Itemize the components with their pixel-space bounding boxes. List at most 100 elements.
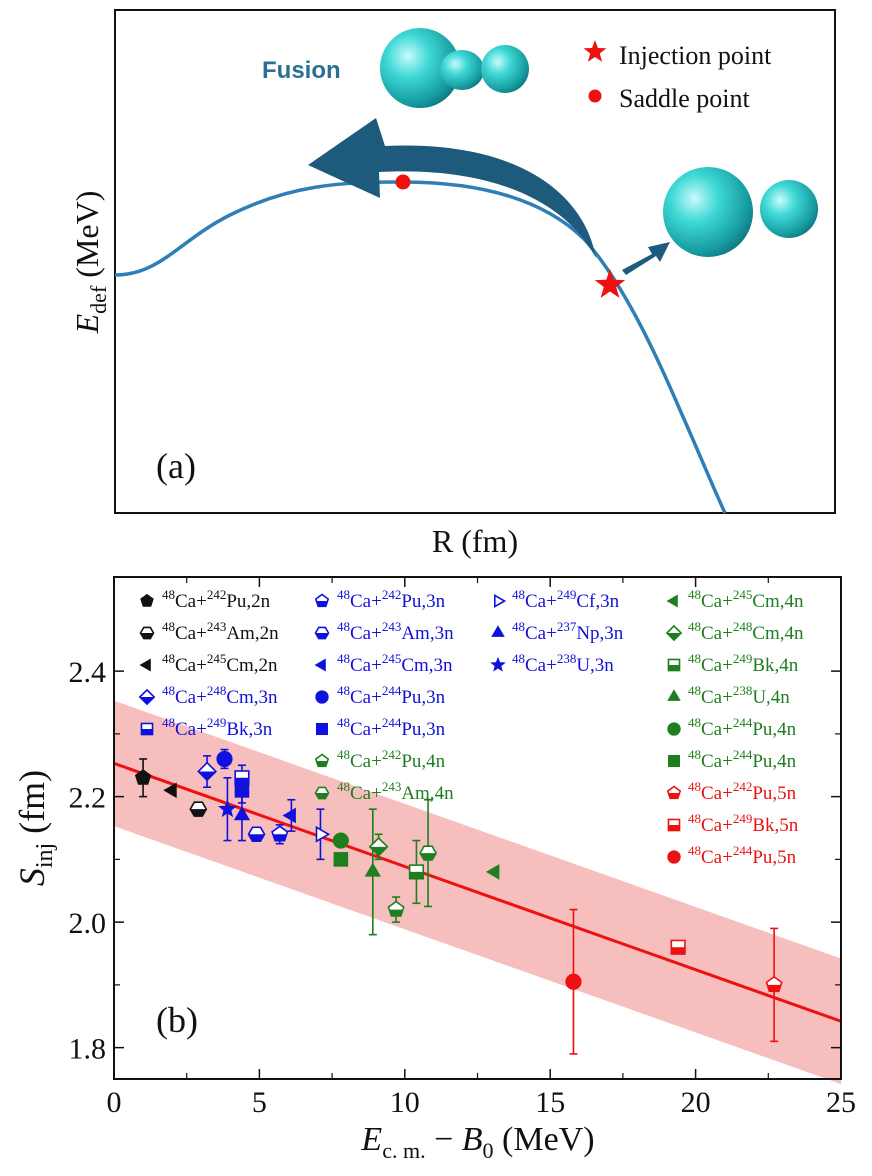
data-point <box>282 807 296 824</box>
data-point <box>271 825 289 842</box>
legend-entry-label: 48Ca+238U,3n <box>512 651 614 676</box>
legend-entry-label: 48Ca+242Pu,5n <box>688 779 797 804</box>
legend-entry-label: 48Ca+249Bk,3n <box>162 715 273 740</box>
y-tick-label: 2.0 <box>69 907 107 940</box>
legend-entry-label: 48Ca+248Cm,3n <box>162 683 278 708</box>
legend-marker-icon <box>490 656 506 672</box>
quasifission-arrow-icon <box>622 242 670 275</box>
y-tick-label: 1.8 <box>69 1033 107 1066</box>
energy-curve <box>114 180 727 514</box>
legend-marker-icon <box>138 688 156 706</box>
legend-dot-icon <box>588 89 602 103</box>
legend-marker-icon <box>314 786 330 800</box>
data-point <box>233 806 251 821</box>
legend-entry-label: 48Ca+243Am,4n <box>337 779 454 804</box>
legend-marker-icon <box>315 690 329 704</box>
data-point <box>234 783 250 798</box>
legend-marker-icon <box>666 594 678 608</box>
x-tick-label: 20 <box>681 1086 711 1119</box>
legend-entry-label: 48Ca+244Pu,3n <box>337 715 446 740</box>
panel-a-xlabel: R (fm) <box>432 523 518 559</box>
legend-entry-label: 48Ca+249Bk,5n <box>688 811 799 836</box>
legend-entry-label: 48Ca+243Am,3n <box>337 619 454 644</box>
x-tick-label: 10 <box>390 1086 420 1119</box>
mononucleus-shape <box>380 28 529 108</box>
legend-entry-label: 48Ca+244Pu,4n <box>688 747 797 772</box>
data-point <box>419 845 438 861</box>
axis-ticks: 0 5 10 15 20 25 1.8 2.0 2.2 2.4 <box>69 577 856 1119</box>
legend-entry-label: 48Ca+244Pu,5n <box>688 843 797 868</box>
data-point <box>332 832 349 849</box>
data-point <box>234 770 250 786</box>
injection-point-star-icon <box>594 269 626 298</box>
legend-marker-icon <box>314 753 330 768</box>
data-point <box>485 864 500 880</box>
data-point <box>315 825 331 843</box>
legend-entry-label: 48Ca+244Pu,4n <box>688 715 797 740</box>
x-tick-label: 5 <box>252 1086 267 1119</box>
legend-marker-icon <box>140 722 154 736</box>
legend-entry-label: 48Ca+245Cm,3n <box>337 651 453 676</box>
panel-b: 0 5 10 15 20 251.82.02.22.4 48Ca+242Pu,2n48Ca… <box>12 576 856 1163</box>
legend-entry-label: 48Ca+237Np,3n <box>512 619 624 644</box>
legend-marker-icon <box>667 658 681 672</box>
legend-injection-label: Injection point <box>619 41 772 70</box>
fusion-arrow-icon <box>308 118 596 258</box>
legend-marker-icon <box>491 625 505 637</box>
data-point <box>333 852 349 867</box>
x-tick-label: 25 <box>826 1086 856 1119</box>
legend-entry-label: 48Ca+249Bk,4n <box>688 651 799 676</box>
panel-b-frame <box>113 576 842 1080</box>
data-point <box>565 973 582 990</box>
panel-b-label: (b) <box>156 1000 198 1040</box>
data-point <box>134 769 152 785</box>
legend-marker-icon <box>665 624 683 642</box>
data-point <box>189 801 208 817</box>
legend-marker-icon <box>314 658 326 672</box>
legend-marker-icon <box>666 785 682 800</box>
panel-a: Fusion Injection point Saddle point (a) … <box>69 9 836 559</box>
data-point <box>387 900 405 917</box>
data-point <box>218 799 237 818</box>
legend-marker-icon <box>493 594 507 608</box>
legend: 48Ca+242Pu,2n 48Ca+243Am,2n 48Ca+245Cm,2n 4… <box>138 587 804 868</box>
legend-marker-icon <box>139 658 151 672</box>
panel-a-ylabel: Edef (MeV) <box>69 191 111 335</box>
y-tick-label: 2.4 <box>69 656 107 689</box>
legend-entry-label: 48Ca+245Cm,4n <box>688 587 804 612</box>
x-axis-label: Ec. m. − B0 (MeV) <box>360 1121 594 1163</box>
legend-entry-label: 48Ca+243Am,2n <box>162 619 279 644</box>
legend-marker-icon <box>315 722 329 736</box>
data-point <box>765 975 783 993</box>
legend-entry-label: 48Ca+244Pu,3n <box>337 683 446 708</box>
legend-entry-label: 48Ca+242Pu,3n <box>337 587 446 612</box>
legend-entry-label: 48Ca+245Cm,2n <box>162 651 278 676</box>
panel-a-frame <box>114 9 836 514</box>
y-tick-label: 2.2 <box>69 782 107 815</box>
data-point <box>408 864 425 880</box>
legend-marker-icon <box>667 689 681 701</box>
legend-entry-label: 48Ca+238U,4n <box>688 683 790 708</box>
legend-marker-icon <box>314 626 330 640</box>
saddle-point-dot-icon <box>395 174 411 190</box>
legend-entry-label: 48Ca+242Pu,2n <box>162 587 271 612</box>
data-points <box>134 750 783 993</box>
legend-saddle-label: Saddle point <box>619 84 750 113</box>
x-tick-label: 0 <box>107 1086 122 1119</box>
panel-a-label: (a) <box>156 446 196 486</box>
fusion-label: Fusion <box>262 57 341 84</box>
data-point <box>364 862 381 877</box>
legend-star-icon <box>583 40 607 62</box>
data-point <box>247 826 266 843</box>
legend-marker-icon <box>667 818 681 832</box>
fragments-shape <box>663 167 818 257</box>
data-point <box>368 836 389 857</box>
x-tick-label: 15 <box>535 1086 565 1119</box>
y-axis-label: Sinj (fm) <box>12 770 58 886</box>
legend-entry-label: 48Ca+248Cm,4n <box>688 619 804 644</box>
data-point <box>216 750 233 768</box>
data-point <box>163 782 177 799</box>
legend-marker-icon <box>667 850 681 864</box>
legend-marker-icon <box>314 593 330 608</box>
